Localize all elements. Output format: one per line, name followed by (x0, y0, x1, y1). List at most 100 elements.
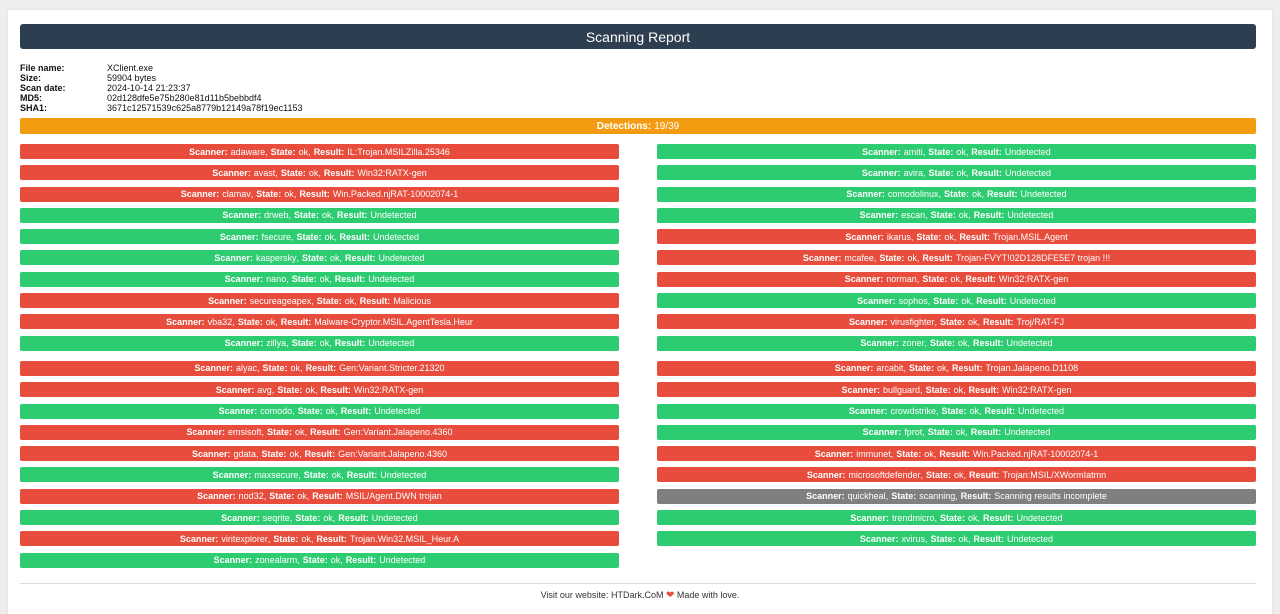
result-value: Undetected (371, 512, 418, 523)
separator: , (966, 167, 969, 178)
scanner-label: Scanner: (861, 167, 901, 178)
scanner-row-secureageapex: Scanner: secureageapex, State: ok, Result: Ma… (20, 293, 619, 309)
scanner-label: Scanner: (862, 427, 902, 438)
scanner-label: Scanner: (189, 146, 228, 157)
scanner-grid: Scanner: adaware, State: ok, Result: IL:Troja… (20, 144, 1256, 574)
result-label: Result: (346, 469, 378, 480)
state-value: ok (907, 252, 917, 263)
scanner-row-comodolinux: Scanner: comodolinux, State: ok, Result: Unde… (657, 186, 1256, 202)
result-label: Result: (345, 555, 377, 566)
scanner-label: Scanner: (186, 427, 225, 438)
state-label: State: (237, 316, 263, 327)
scanner-name: xvirus (901, 533, 925, 544)
scanner-label: Scanner: (806, 469, 846, 480)
result-value: Undetected (380, 469, 427, 480)
separator: , (290, 231, 294, 242)
separator: , (965, 146, 969, 157)
report-card: Scanning Report File name: XClient.exe Siz… (8, 10, 1272, 614)
scanner-name: fprot (904, 427, 923, 438)
result-value: Trojan-FVYT!02D128DFE5E7 trojan !!! (955, 252, 1111, 263)
separator: , (271, 384, 275, 395)
state-value: ok (924, 448, 934, 459)
scanner-name: sophos (898, 295, 928, 306)
scanner-name: avira (903, 167, 923, 178)
scanner-name: kaspersky (255, 252, 297, 263)
result-value: Win.Packed.njRAT-10002074-1 (332, 189, 459, 200)
result-label: Result: (305, 363, 337, 374)
scanner-row-drweb: Scanner: drweb, State: ok, Result: Undetected (20, 207, 619, 223)
scanner-row-zillya: Scanner: zillya, State: ok, Result: Undetecte… (20, 335, 619, 351)
separator: , (903, 363, 906, 374)
footer: Visit our website: HTDark.CoM ❤ Made wit… (8, 590, 1272, 601)
scanner-label: Scanner: (215, 384, 255, 395)
scanner-row-zonealarm: Scanner: zonealarm, State: ok, Result: Undete… (20, 552, 619, 568)
separator: , (955, 491, 958, 502)
separator: , (297, 555, 300, 566)
scanner-row-norman: Scanner: norman, State: ok, Result: Win32:RAT… (657, 271, 1256, 287)
separator: , (288, 210, 291, 221)
state-label: State: (928, 167, 954, 178)
scanner-label: Scanner: (848, 406, 888, 417)
result-value: Undetected (1005, 167, 1052, 178)
scanner-name: zonealarm (255, 555, 298, 566)
scanner-name: crowdstrike (890, 406, 936, 417)
separator: , (286, 274, 289, 285)
result-label: Result: (970, 427, 1002, 438)
result-value: Undetected (1009, 295, 1056, 306)
separator: , (959, 274, 963, 285)
scanner-label: Scanner: (197, 491, 236, 502)
separator: , (963, 384, 966, 395)
file-info-value: 2024-10-14 21:23:37 (107, 83, 191, 93)
scanner-name: fsecure (261, 231, 291, 242)
state-label: State: (256, 189, 282, 200)
state-value: ok (298, 146, 309, 157)
separator: , (329, 338, 332, 349)
state-value: ok (329, 252, 340, 263)
separator: , (968, 210, 971, 221)
result-value: Undetected (1016, 512, 1063, 523)
state-value: ok (958, 533, 968, 544)
scanner-row-xvirus: Scanner: xvirus, State: ok, Result: Undetecte… (657, 531, 1256, 547)
result-value: Malware-Cryptor.MSIL.AgentTesla.Heur (314, 316, 473, 327)
state-label: State: (269, 491, 295, 502)
separator: , (979, 406, 982, 417)
separator: , (335, 406, 338, 417)
state-value: ok (305, 384, 315, 395)
scanner-name: arcabit (876, 363, 904, 374)
scanner-row-emsisoft: Scanner: emsisoft, State: ok, Result: Gen:Var… (20, 424, 619, 440)
file-info-label: SHA1: (20, 103, 48, 113)
scanner-label: Scanner: (845, 231, 884, 242)
result-label: Result: (960, 491, 992, 502)
scanner-name: comodo (260, 406, 293, 417)
state-label: State: (943, 189, 969, 200)
separator: , (318, 167, 321, 178)
result-label: Result: (316, 533, 347, 544)
file-info-value: XClient.exe (107, 63, 154, 73)
result-label: Result: (280, 316, 312, 327)
scanner-label: Scanner: (213, 555, 253, 566)
separator: , (885, 491, 889, 502)
scanner-column-right: Scanner: amiti, State: ok, Result: Undetected… (657, 144, 1256, 574)
result-label: Result: (984, 406, 1016, 417)
scanner-name: quickheal (847, 491, 886, 502)
state-label: State: (941, 406, 967, 417)
state-value: ok (331, 469, 342, 480)
result-value: Undetected (1004, 146, 1051, 157)
scanner-name: escan (901, 210, 926, 221)
separator: , (922, 427, 925, 438)
separator: , (935, 406, 939, 417)
separator: , (275, 167, 278, 178)
result-value: Undetected (1007, 210, 1054, 221)
separator: , (977, 512, 981, 523)
separator: , (256, 448, 259, 459)
scanner-name: comodolinux (887, 189, 939, 200)
scanner-label: Scanner: (857, 295, 896, 306)
file-info-label: File name: (20, 63, 65, 73)
file-info-label: Scan date: (20, 83, 66, 93)
scanner-row-arcabit: Scanner: arcabit, State: ok, Result: Trojan.J… (657, 360, 1256, 376)
separator: , (920, 469, 923, 480)
result-label: Result: (973, 533, 1005, 544)
state-value: scanning (919, 491, 956, 502)
website-link[interactable]: HTDark.CoM (610, 590, 664, 600)
scanner-name: adaware (230, 146, 266, 157)
